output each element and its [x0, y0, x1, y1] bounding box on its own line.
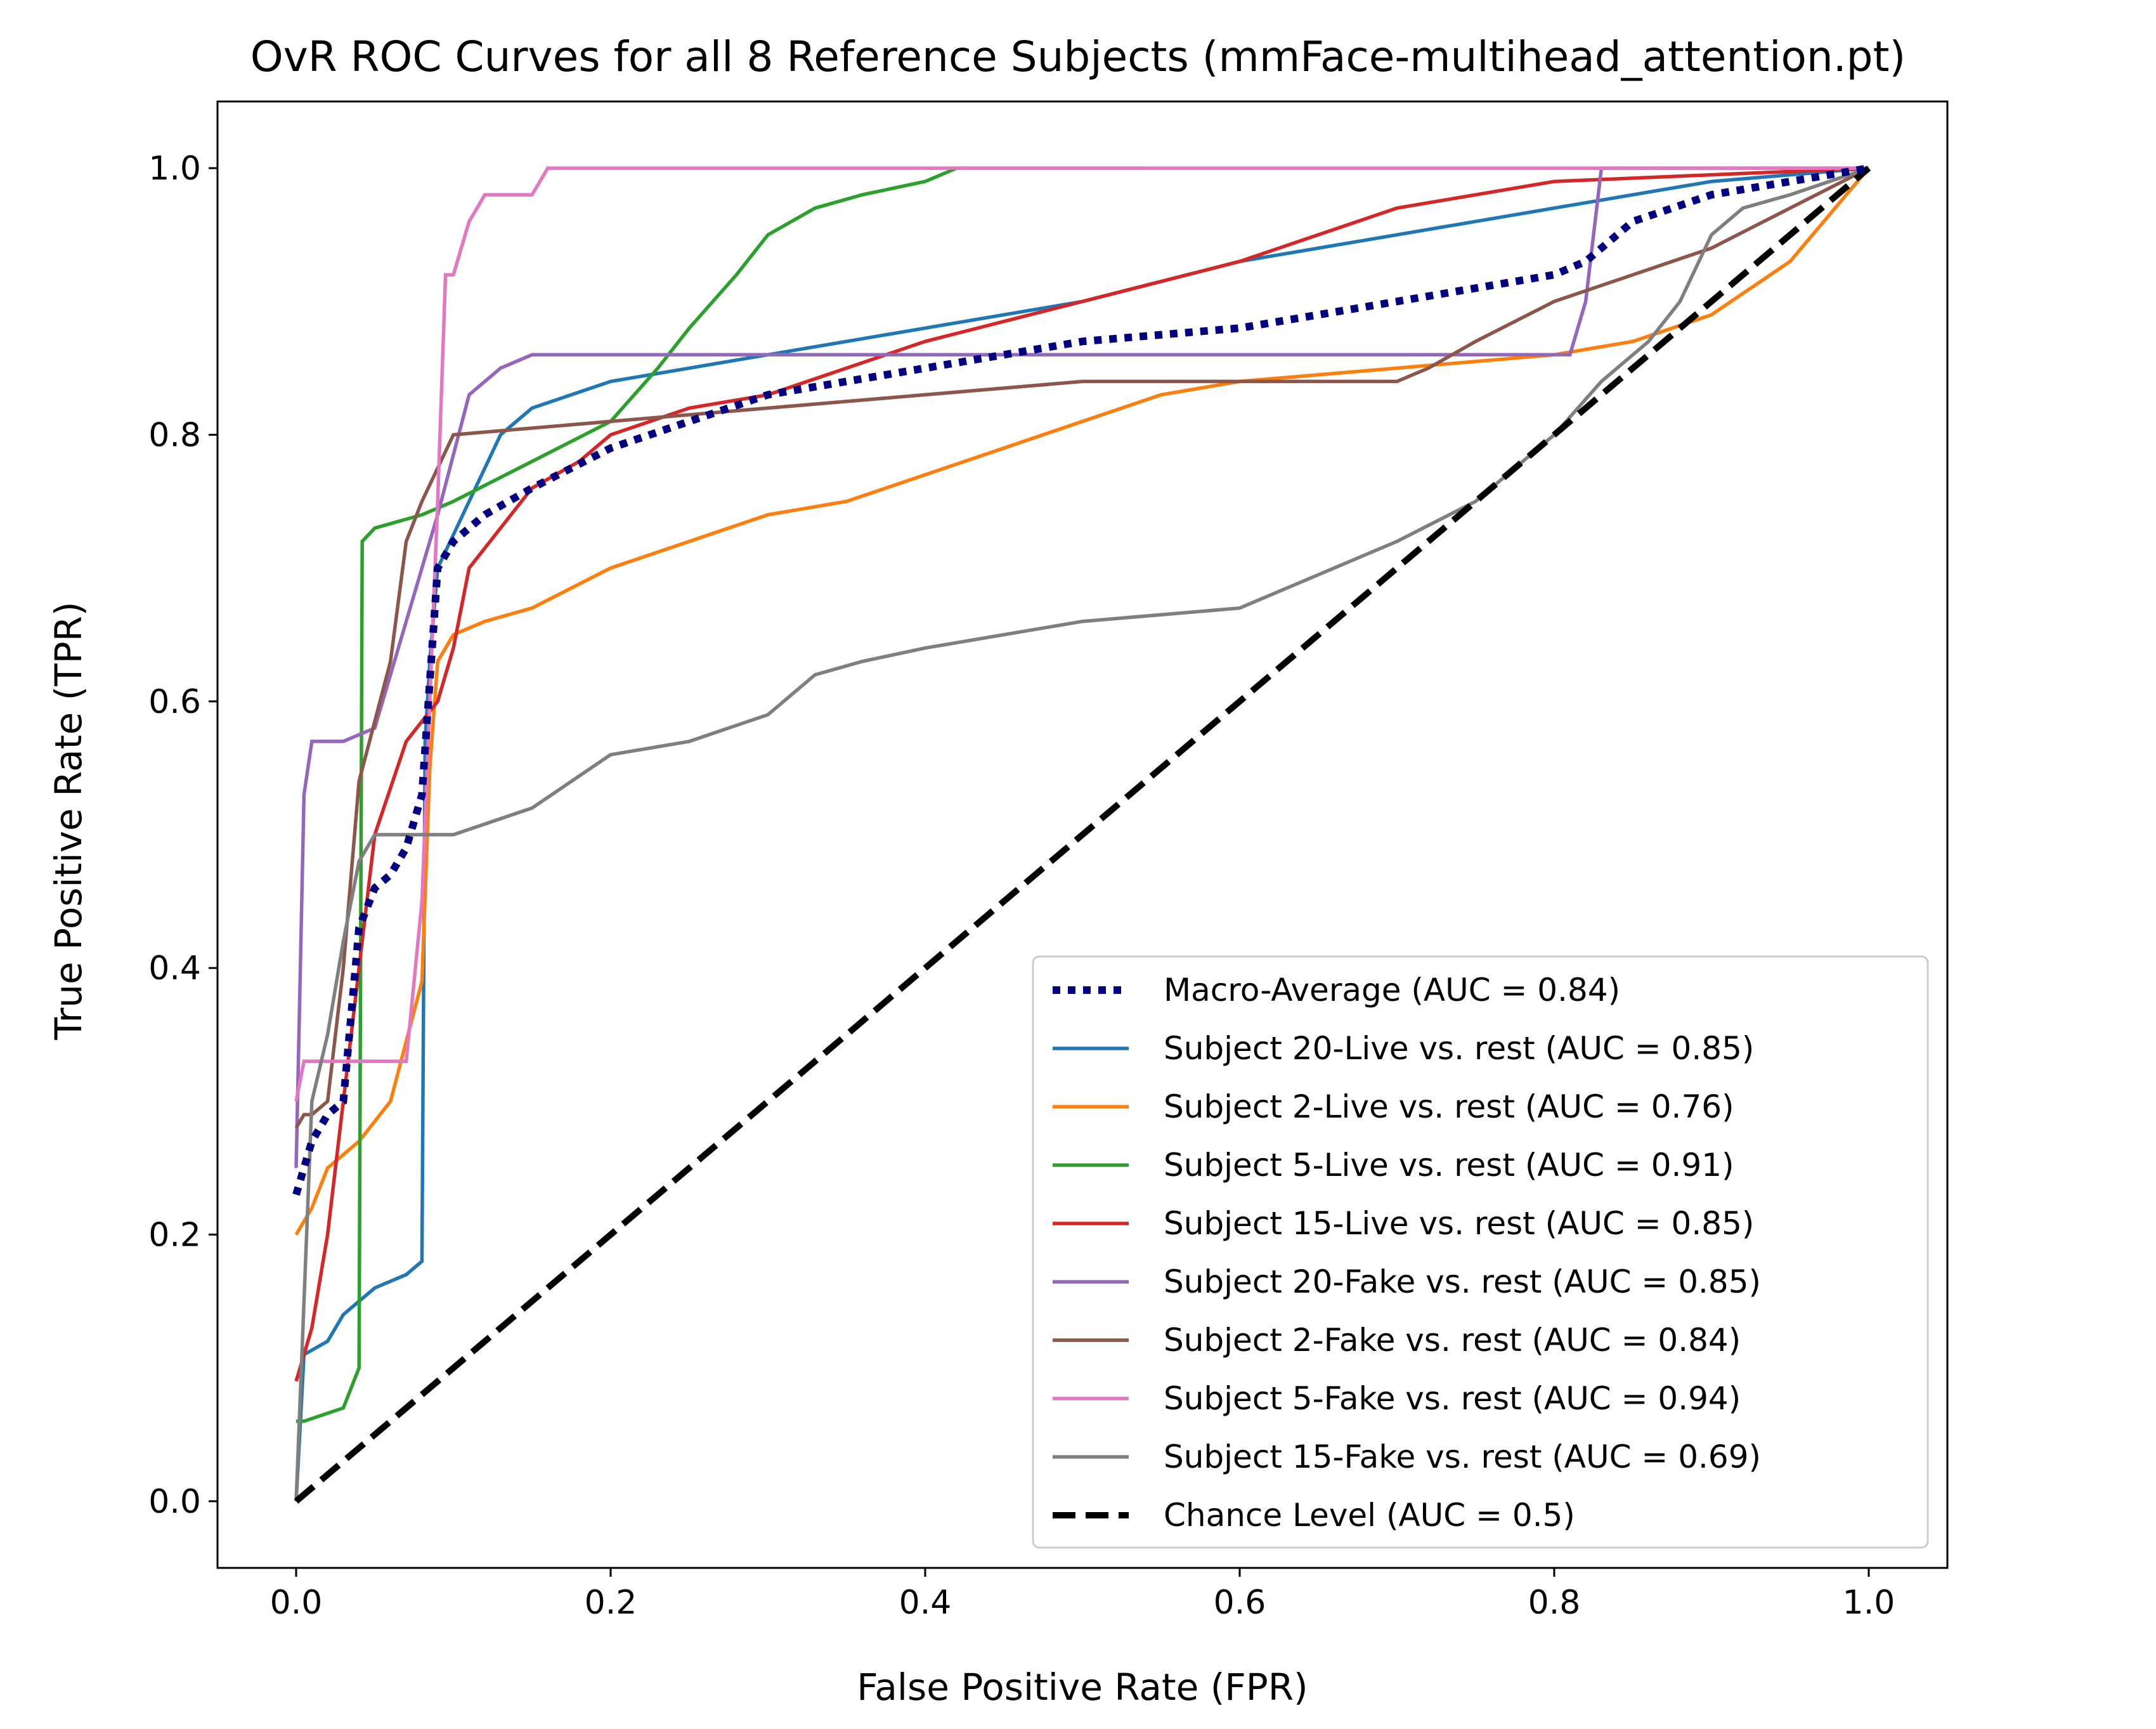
x-tick-label: 0.2	[585, 1584, 637, 1622]
legend-label-series-3: Subject 2-Live vs. rest (AUC = 0.76)	[1164, 1088, 1734, 1125]
y-tick-label: 0.2	[148, 1217, 201, 1255]
y-tick-label: 0.6	[148, 683, 201, 721]
legend-label-series-10: Chance Level (AUC = 0.5)	[1164, 1497, 1575, 1534]
x-tick-label: 0.0	[270, 1584, 323, 1622]
legend-label-series-4: Subject 5-Live vs. rest (AUC = 0.91)	[1164, 1147, 1734, 1184]
legend-box	[1032, 955, 1929, 1549]
x-tick-label: 0.4	[899, 1584, 952, 1622]
y-tick-label: 0.0	[148, 1483, 201, 1521]
line-series-10	[294, 166, 1871, 1504]
x-axis-label: False Positive Rate (FPR)	[857, 1666, 1308, 1709]
x-tick-label: 1.0	[1843, 1584, 1895, 1622]
legend-label-series-2: Subject 20-Live vs. rest (AUC = 0.85)	[1164, 1030, 1754, 1067]
axes: 0.0 0.2 0.4 0.6 0.8 1.0 0.0 0.2 0.4 0.6 0.8 1.0	[148, 100, 1949, 1622]
x-tick-label: 0.6	[1214, 1584, 1266, 1622]
chart-title: OvR ROC Curves for all 8 Reference Subje…	[250, 32, 1906, 81]
legend: Macro-Average (AUC = 0.84) Subject 20-Liv…	[1032, 955, 1929, 1549]
line-series-9	[294, 166, 1869, 1502]
line-series-3	[294, 167, 1871, 1236]
y-tick-label: 0.4	[148, 949, 201, 988]
plot-area	[292, 164, 1871, 1504]
y-tick-label: 1.0	[148, 150, 201, 188]
line-series-6	[294, 166, 1869, 1168]
line-series-2	[294, 166, 1869, 1502]
y-axis-label: True Positive Rate (TPR)	[47, 601, 90, 1040]
y-tick-label: 0.8	[148, 416, 201, 454]
line-series-4	[296, 166, 1146, 1423]
line-series-1	[292, 164, 1870, 1196]
legend-label-series-7: Subject 2-Fake vs. rest (AUC = 0.84)	[1164, 1322, 1741, 1359]
plot-frame	[216, 100, 1949, 1569]
legend-label-series-9: Subject 15-Fake vs. rest (AUC = 0.69)	[1164, 1439, 1761, 1475]
line-series-8	[294, 166, 1869, 1102]
x-tick-label: 0.8	[1528, 1584, 1581, 1622]
legend-label-series-1: Macro-Average (AUC = 0.84)	[1164, 972, 1620, 1008]
legend-label-series-6: Subject 20-Fake vs. rest (AUC = 0.85)	[1164, 1263, 1761, 1300]
legend-label-series-5: Subject 15-Live vs. rest (AUC = 0.85)	[1164, 1205, 1754, 1242]
legend-label-series-8: Subject 5-Fake vs. rest (AUC = 0.94)	[1164, 1380, 1741, 1417]
line-series-7	[294, 166, 1870, 1129]
